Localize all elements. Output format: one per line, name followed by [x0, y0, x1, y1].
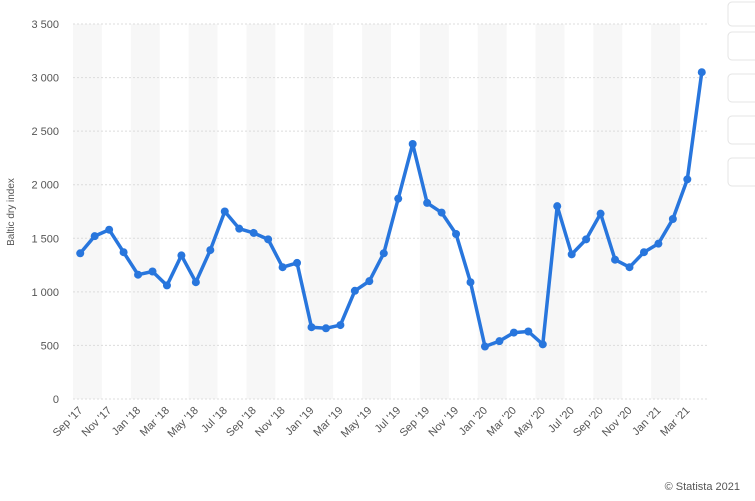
plot-background [73, 24, 681, 399]
band [362, 24, 391, 399]
point [76, 249, 85, 258]
point [466, 278, 475, 287]
x-tick-label: Jan '21 [630, 405, 663, 438]
toolbar [727, 1, 755, 187]
x-tick-label: Sep '20 [571, 405, 606, 440]
y-tick-label: 3 000 [31, 73, 59, 85]
point [582, 235, 591, 244]
point [307, 323, 316, 332]
x-tick-label: Sep '17 [51, 405, 86, 440]
point [567, 250, 576, 259]
y-axis-title: Baltic dry index [6, 178, 17, 246]
tool-button[interactable] [727, 73, 755, 103]
x-tick-label: May '19 [339, 405, 374, 440]
point [105, 225, 114, 234]
point [394, 194, 403, 203]
tool-button[interactable] [727, 157, 755, 187]
point [495, 337, 504, 346]
x-tick-label: Jan '18 [110, 405, 143, 438]
y-tick-label: 1 500 [31, 233, 59, 245]
x-tick-label: Mar '21 [658, 405, 692, 439]
point [321, 324, 330, 333]
point [177, 251, 186, 260]
point [336, 321, 345, 330]
point [191, 278, 200, 287]
point [639, 248, 648, 257]
point [423, 198, 432, 207]
point [90, 232, 99, 241]
point [119, 248, 128, 257]
point [668, 215, 677, 223]
x-tick-label: Nov '20 [600, 405, 635, 440]
point [553, 202, 562, 211]
band [246, 24, 276, 399]
point [278, 263, 287, 272]
point [625, 263, 634, 272]
point [264, 235, 273, 244]
x-tick-label: Nov '18 [253, 405, 288, 440]
point [350, 286, 359, 295]
point [524, 327, 533, 336]
y-tick-label: 2 500 [31, 126, 59, 138]
point [437, 208, 446, 217]
band [130, 24, 160, 399]
point [509, 328, 518, 337]
point [134, 270, 143, 279]
tool-button[interactable] [727, 115, 755, 145]
y-tick-label: 3 500 [31, 19, 59, 31]
point [220, 207, 229, 216]
x-tick-label: Nov '19 [427, 405, 462, 440]
tool-button[interactable] [727, 31, 755, 61]
point [206, 246, 215, 255]
y-tick-label: 2 000 [31, 180, 59, 192]
x-tick-label: Sep '18 [224, 405, 259, 440]
x-tick-label: Jan '19 [283, 405, 316, 438]
point [249, 228, 258, 237]
point [480, 342, 489, 351]
tool-button[interactable] [727, 1, 755, 27]
point [611, 255, 620, 264]
y-tick-label: 500 [41, 340, 59, 352]
point [697, 68, 706, 77]
band [188, 24, 218, 399]
point [162, 281, 171, 290]
x-tick-label: Nov '17 [80, 405, 115, 440]
x-tick-label: Jan '20 [457, 405, 490, 438]
x-tick-label: May '20 [512, 405, 547, 440]
band [304, 24, 334, 399]
y-tick-label: 1 000 [31, 287, 59, 299]
point [148, 267, 157, 276]
point [235, 224, 244, 233]
y-tick-label: 0 [53, 394, 59, 406]
x-tick-label: Sep '19 [398, 405, 433, 440]
point [654, 239, 663, 248]
point [683, 175, 692, 184]
band [73, 24, 102, 399]
point [293, 258, 302, 267]
point [379, 249, 388, 258]
point [365, 277, 374, 286]
x-tick-label: May '18 [165, 405, 200, 440]
line [78, 71, 704, 349]
credit: © Statista 2021 [665, 481, 740, 493]
point [408, 140, 417, 148]
point [596, 209, 605, 218]
point [538, 340, 547, 349]
point [452, 230, 461, 238]
